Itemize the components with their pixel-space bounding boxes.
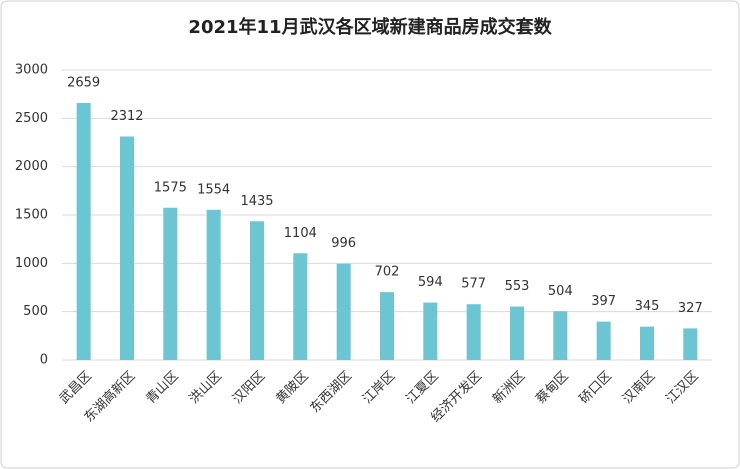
data-label: 577 [461, 277, 486, 292]
bar [466, 304, 481, 360]
data-label: 1104 [284, 226, 317, 241]
bar [380, 292, 394, 360]
data-label: 594 [418, 275, 443, 290]
chart-title: 2021年11月武汉各区域新建商品房成交套数 [188, 16, 552, 38]
bar [510, 306, 524, 360]
bar [553, 311, 568, 360]
data-label: 2312 [110, 109, 143, 124]
y-tick-label: 500 [23, 304, 48, 319]
data-label: 702 [375, 265, 400, 280]
data-label: 996 [331, 236, 356, 251]
bar [206, 209, 221, 360]
bar [76, 102, 91, 361]
bar [120, 136, 134, 360]
data-label: 1435 [240, 194, 273, 209]
data-label: 327 [678, 301, 703, 316]
data-label: 2659 [67, 75, 100, 90]
bar [683, 328, 698, 360]
bar [596, 321, 611, 360]
y-tick-label: 3000 [15, 63, 48, 78]
y-tick-label: 2000 [15, 159, 48, 174]
bar [163, 207, 178, 360]
bar [293, 253, 308, 360]
bar [250, 221, 264, 360]
y-tick-label: 1500 [15, 208, 48, 223]
data-label: 553 [505, 279, 530, 294]
data-label: 1554 [197, 182, 230, 197]
data-label: 1575 [154, 180, 187, 195]
data-label: 397 [591, 294, 616, 309]
y-tick-label: 2500 [15, 111, 48, 126]
bar [336, 263, 351, 360]
data-label: 504 [548, 284, 573, 299]
y-tick-label: 1000 [15, 256, 48, 271]
data-label: 345 [635, 299, 660, 314]
bar [640, 326, 654, 360]
y-tick-label: 0 [40, 353, 48, 368]
bar [423, 302, 438, 360]
